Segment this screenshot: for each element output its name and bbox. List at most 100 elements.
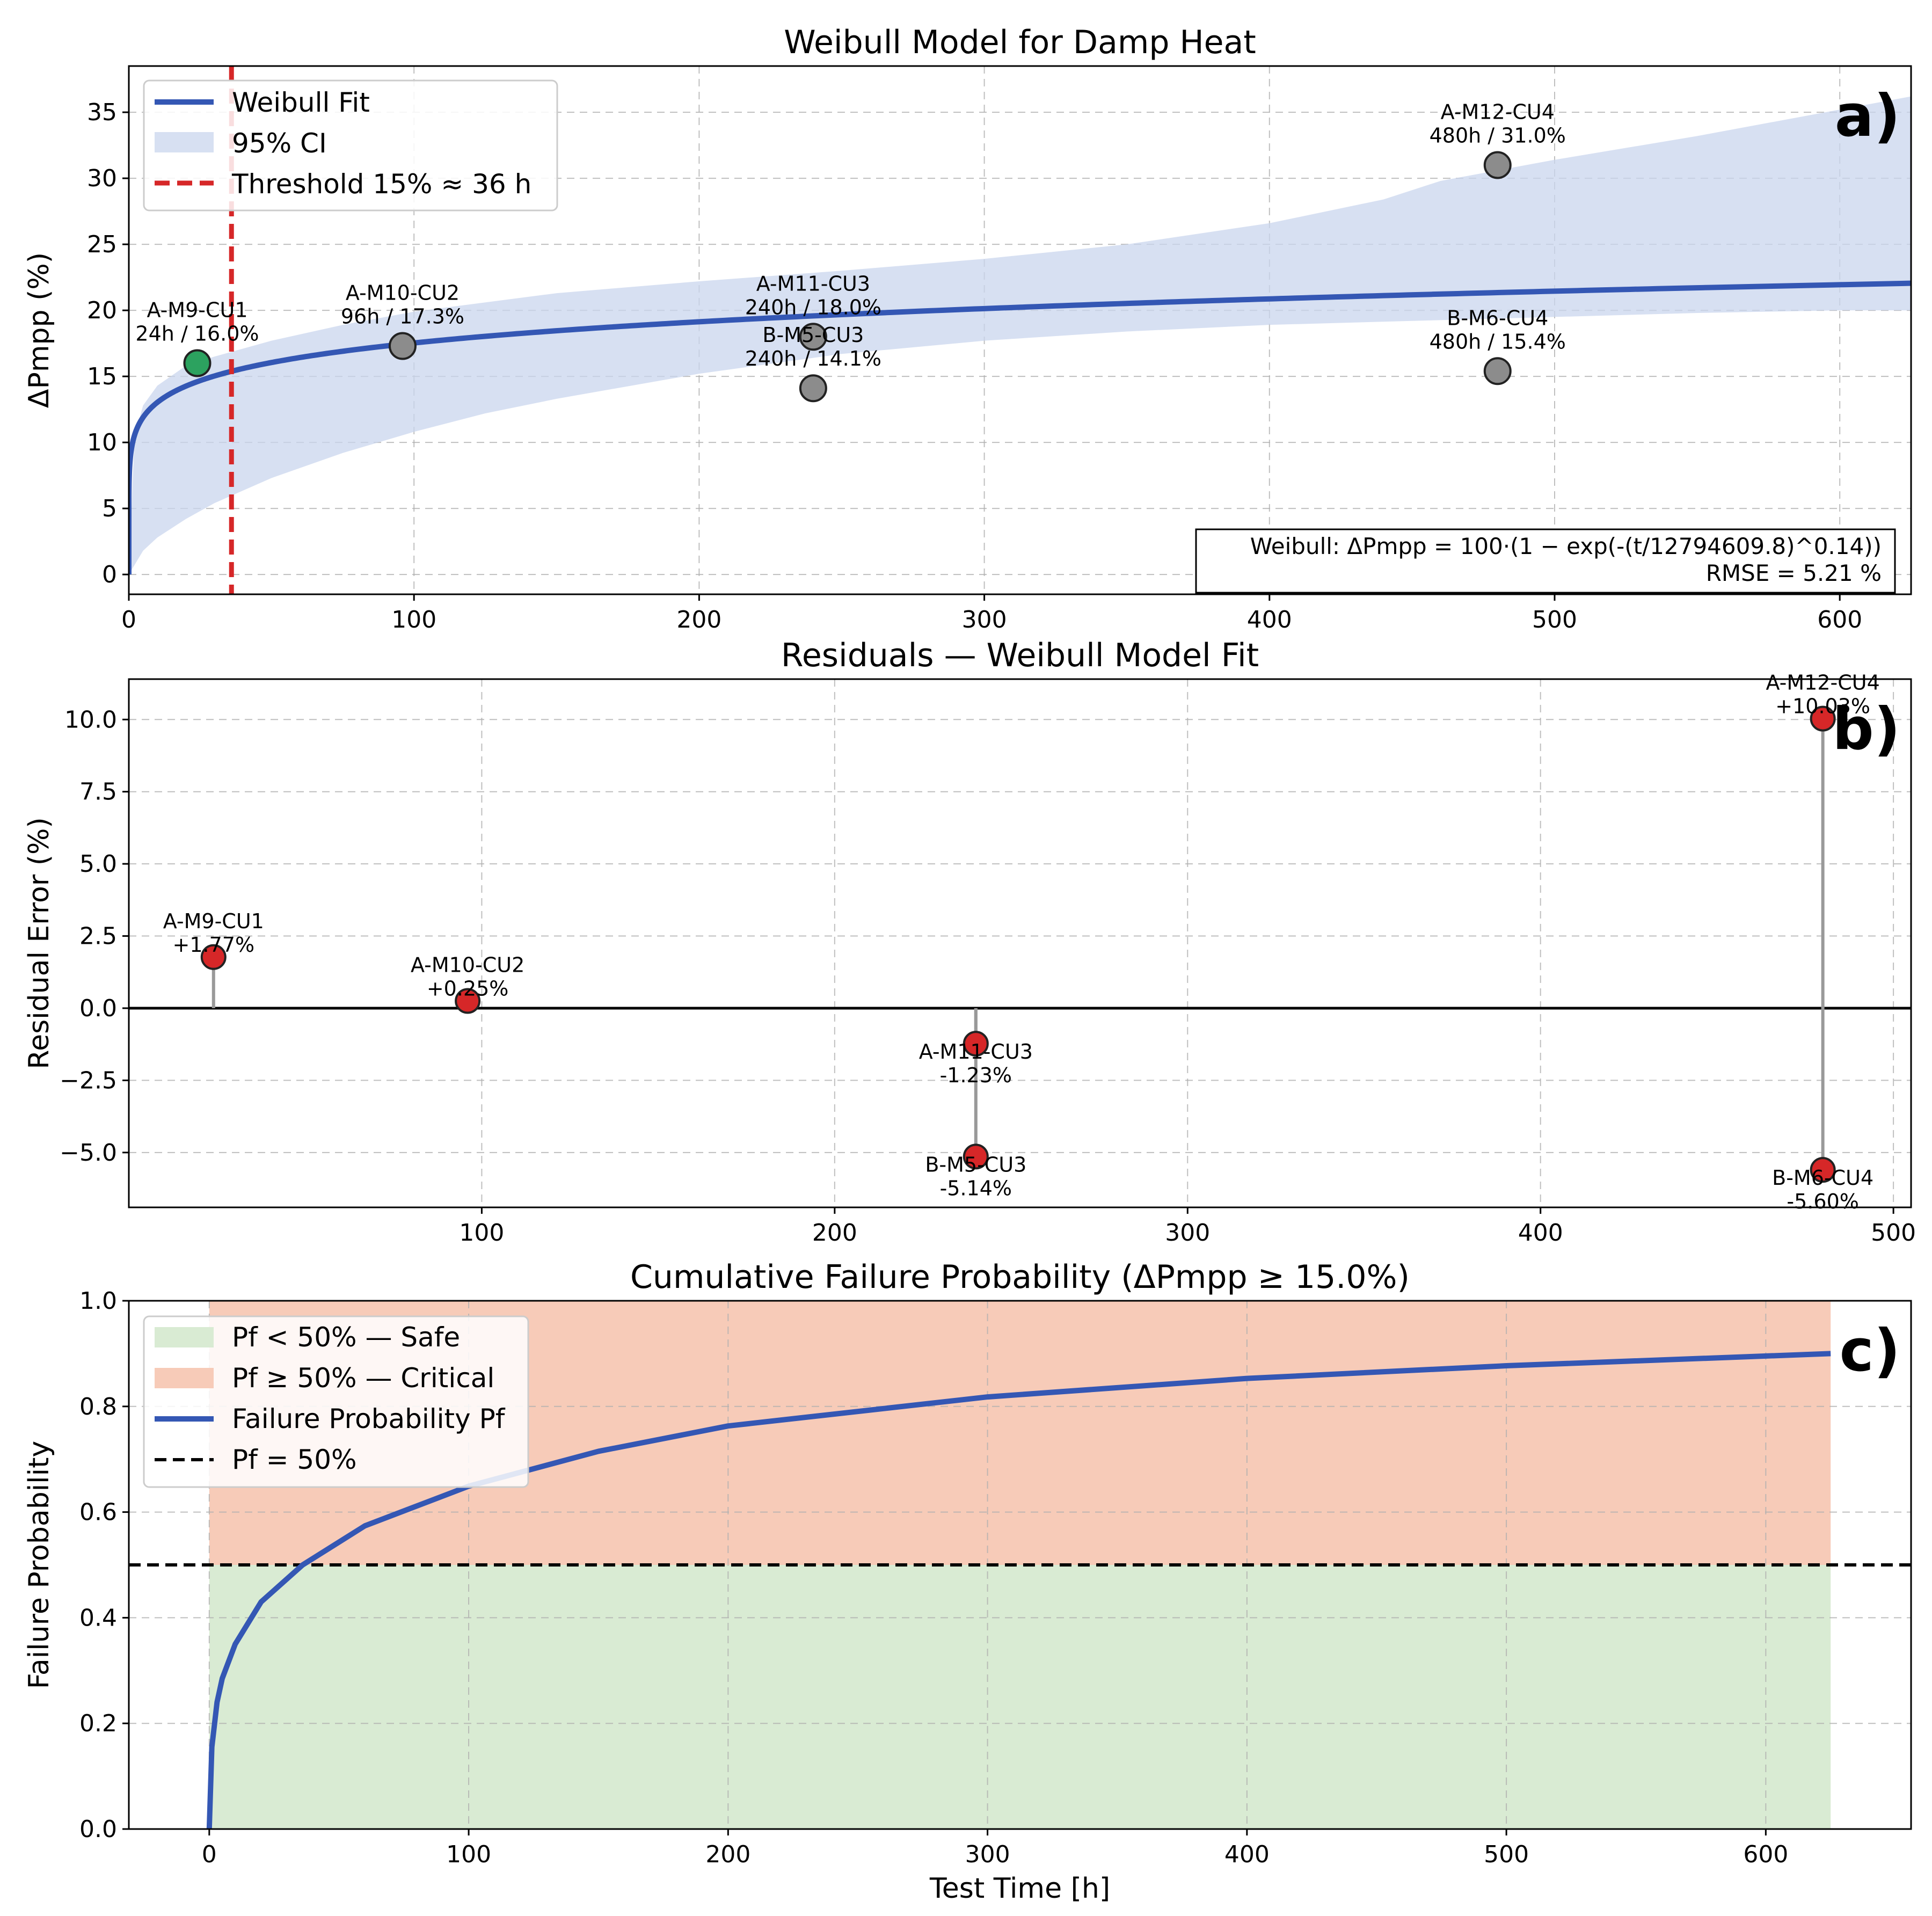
y-axis-label: ΔPmpp (%) [23,252,55,408]
y-tick-label: 0.4 [79,1604,117,1631]
y-axis-label: Residual Error (%) [23,817,55,1069]
y-tick-label: 7.5 [79,778,117,806]
residual-value-label: -5.14% [940,1176,1012,1200]
residual-value-label: +10.03% [1775,695,1870,718]
residual-value-label: -5.60% [1787,1190,1858,1213]
x-tick-label: 200 [812,1219,857,1247]
weibull-fit-line [129,280,1911,575]
legend-box [143,79,558,212]
residual-point [455,988,481,1014]
y-tick-label: 15 [87,363,117,390]
x-tick-label: 100 [391,606,436,633]
x-tick-label: 500 [1484,1841,1529,1868]
y-tick-label: 0 [102,561,117,588]
x-tick-label: 400 [1224,1841,1270,1868]
residual-value-label: -1.23% [940,1063,1012,1087]
y-tick-label: 1.0 [79,1287,117,1315]
x-tick-label: 600 [1817,606,1862,633]
residual-value-label: +1.77% [173,933,255,957]
x-tick-label: 500 [1871,1219,1916,1247]
y-tick-label: 5 [102,495,117,522]
y-tick-label: 10.0 [64,706,117,733]
panel-tag: c) [1840,1317,1900,1385]
legend-label: Weibull Fit [232,87,370,118]
x-tick-label: 200 [676,606,721,633]
y-tick-label: 30 [87,165,117,192]
legend-label: 95% CI [232,128,327,159]
y-tick-label: 0.0 [79,995,117,1022]
panel-2-data [129,705,1911,1183]
panel-tag: b) [1832,696,1900,763]
y-tick-label: −2.5 [60,1067,117,1094]
residual-name-label: A-M9-CU1 [163,909,264,933]
x-tick-label: 300 [965,1841,1010,1868]
legend-critical-swatch [155,1368,214,1388]
residual-point [200,944,227,970]
x-tick-label: 100 [446,1841,491,1868]
panel-2-frame: 100 200 300 400 500 −5.0 −2.5 0.0 2.5 5.0 7.5 10.0 R… [23,637,1916,1247]
legend-label: Pf ≥ 50% — Critical [232,1363,494,1394]
point-value-label: 480h / 15.4% [1430,330,1566,353]
data-point [799,374,827,403]
legend-safe-swatch [155,1327,214,1347]
point-name-label: A-M12-CU4 [1441,100,1555,124]
point-value-label: 240h / 18.0% [745,295,881,319]
point-value-label: 480h / 31.0% [1430,124,1566,148]
failure-probability-line [206,1351,1831,1829]
x-axis-label: Test Time [h] [929,1873,1110,1905]
residual-value-label: +0.25% [427,977,509,1001]
panel-3-regions [209,1301,1831,1829]
residual-name-label: B-M5-CU3 [925,1153,1026,1176]
panel-2-axes [129,679,1911,1207]
x-tick-label: 100 [459,1219,504,1247]
residual-name-label: A-M12-CU4 [1766,671,1880,695]
residual-name-label: B-M6-CU4 [1772,1166,1873,1190]
panel-3-legend: Pf < 50% — Safe Pf ≥ 50% — Critical Failur… [143,1315,529,1488]
legend-label: Pf < 50% — Safe [232,1322,460,1353]
panel-1-legend: Weibull Fit 95% CI Threshold 15% ≈ 36 h [143,79,558,212]
y-tick-label: 20 [87,297,117,324]
chart-title: Weibull Model for Damp Heat [784,24,1256,61]
x-tick-label: 300 [962,606,1007,633]
data-point [1483,151,1512,179]
point-value-label: 24h / 16.0% [135,322,259,346]
ci-band [129,96,1911,575]
equation-box [1195,528,1896,594]
point-name-label: A-M9-CU1 [147,298,247,322]
y-tick-label: 10 [87,429,117,456]
panel-1-frame: 0 100 200 300 400 500 600 0 5 10 15 20 25 30 35 Weibull… [23,24,1912,633]
point-name-label: A-M11-CU3 [756,272,870,295]
y-tick-label: 2.5 [79,923,117,950]
x-tick-label: 300 [1165,1219,1210,1247]
panel-3-frame: 0 100 200 300 400 500 600 0.0 0.2 0.4 0.6 0.8 1.0 Cum… [23,1258,1912,1905]
y-axis-label: Failure Probability [23,1441,55,1689]
x-tick-label: 600 [1743,1841,1788,1868]
y-tick-label: −5.0 [60,1139,117,1167]
y-tick-label: 0.2 [79,1710,117,1737]
point-name-label: B-M5-CU3 [762,323,864,347]
point-name-label: B-M6-CU4 [1447,306,1548,330]
y-tick-label: 0.8 [79,1393,117,1420]
data-point [388,332,417,360]
equation-text: Weibull: ΔPmpp = 100·(1 − exp(-(t/127946… [1250,533,1882,559]
residual-point [1810,705,1836,732]
legend-label: Failure Probability Pf [232,1403,506,1434]
safe-region [209,1565,1831,1829]
x-tick-label: 200 [705,1841,750,1868]
residual-name-label: A-M11-CU3 [919,1040,1033,1063]
chart-title: Residuals — Weibull Model Fit [781,637,1259,674]
legend-ci-swatch [155,132,214,152]
panel-tag: a) [1835,83,1900,150]
plot-frame [128,65,1912,595]
x-tick-label: 0 [202,1841,217,1868]
y-tick-label: 0.0 [79,1816,117,1843]
x-tick-label: 0 [121,606,136,633]
y-tick-label: 35 [87,99,117,126]
x-tick-label: 500 [1532,606,1577,633]
residual-point [963,1031,989,1057]
plot-frame [128,1300,1912,1830]
residual-name-label: A-M10-CU2 [411,953,524,977]
data-point [183,349,212,377]
rmse-text: RMSE = 5.21 % [1706,560,1882,586]
